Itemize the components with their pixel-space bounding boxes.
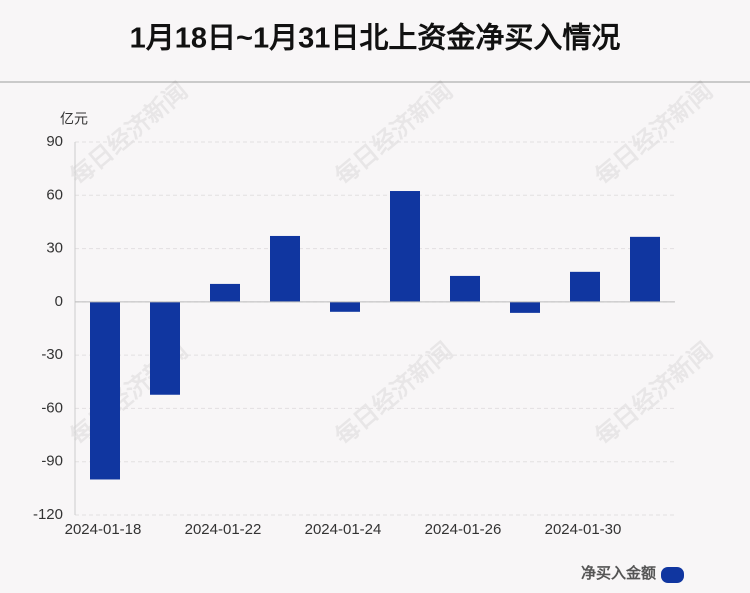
bar: [210, 283, 240, 302]
x-tick-label: 2024-01-22: [185, 521, 262, 538]
x-tick-label: 2024-01-18: [65, 521, 142, 538]
legend-label: 净买入金额: [581, 564, 656, 582]
bar: [90, 301, 120, 480]
y-unit: 亿元: [60, 111, 88, 127]
y-tick-label: -120: [33, 506, 63, 523]
bar: [570, 271, 600, 302]
y-tick-label: 30: [46, 240, 63, 257]
bar: [390, 191, 420, 302]
y-tick-label: -60: [41, 399, 63, 416]
y-tick-label: 0: [55, 293, 63, 310]
bar: [150, 301, 180, 395]
x-tick-label: 2024-01-30: [545, 521, 622, 538]
bar: [510, 301, 540, 313]
x-tick-label: 2024-01-26: [425, 521, 502, 538]
y-tick-label: 60: [46, 186, 63, 203]
bar: [450, 275, 480, 302]
legend-swatch: [661, 567, 684, 583]
y-tick-label: -30: [41, 346, 63, 363]
bar: [630, 236, 660, 302]
chart-title: 1月18日~1月31日北上资金净买入情况: [130, 21, 621, 55]
y-tick-label: 90: [46, 133, 63, 150]
x-tick-label: 2024-01-24: [305, 521, 382, 538]
y-tick-label: -90: [41, 453, 63, 470]
bar: [330, 301, 360, 312]
bar: [270, 235, 300, 302]
